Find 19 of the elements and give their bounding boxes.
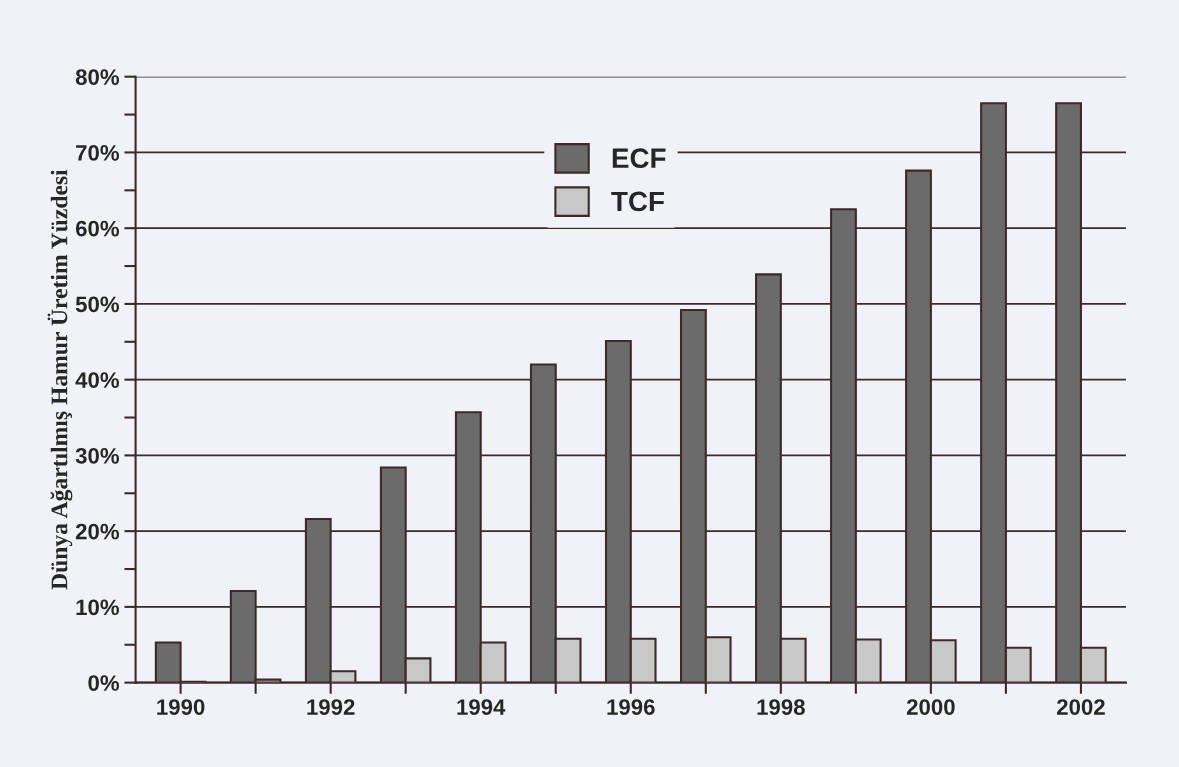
x-tick-label: 1992 xyxy=(307,699,355,715)
y-tick-label: 10% xyxy=(76,599,120,616)
y-tick-label: 30% xyxy=(75,447,120,464)
y-tick-label: 0% xyxy=(88,675,120,691)
x-tick-label: 1990 xyxy=(157,699,205,715)
x-tick-label: 1994 xyxy=(457,699,506,715)
legend-label: TCF xyxy=(611,191,664,212)
y-tick-label: 80% xyxy=(75,69,120,85)
x-tick-label: 2000 xyxy=(906,699,955,715)
y-tick-label: 70% xyxy=(76,144,120,161)
y-tick-label: 50% xyxy=(75,296,120,313)
y-axis-title: Dünya Ağartılmış Hamur Üretim Yüzdesi xyxy=(47,169,73,590)
x-tick-label: 1996 xyxy=(607,699,655,715)
y-tick-label: 40% xyxy=(75,372,120,388)
y-tick-label: 60% xyxy=(75,220,120,237)
x-tick-label: 2002 xyxy=(1056,699,1105,715)
x-tick-label: 1998 xyxy=(757,699,805,715)
y-tick-label: 20% xyxy=(75,523,120,540)
legend-label: ECF xyxy=(612,148,666,168)
